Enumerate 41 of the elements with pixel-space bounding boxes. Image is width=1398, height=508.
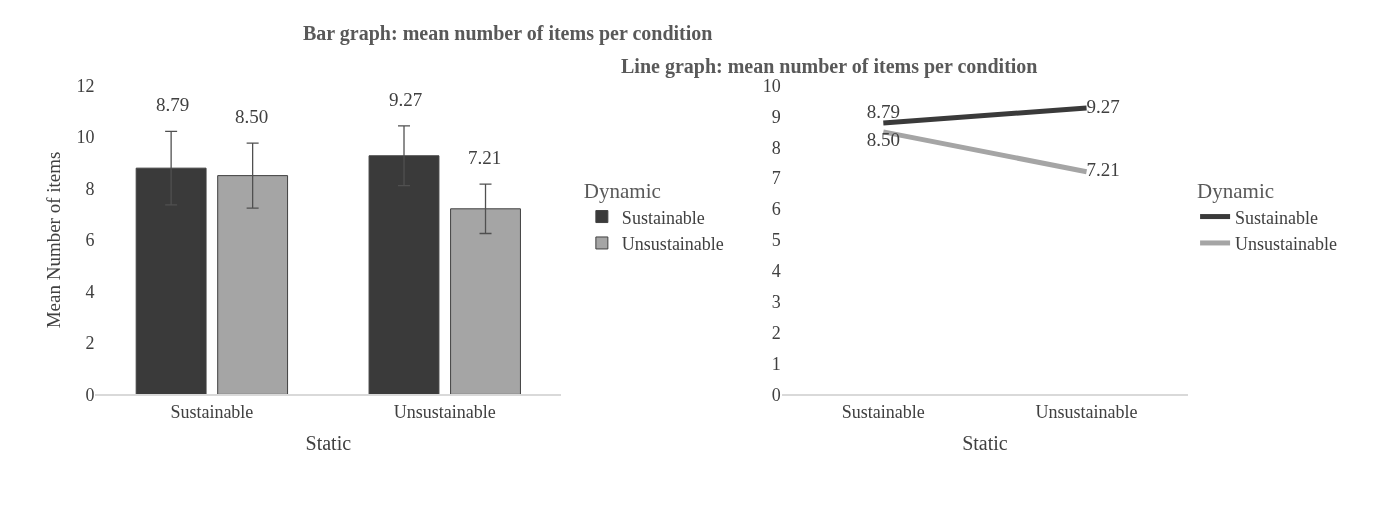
y-tick-label: 4 bbox=[85, 281, 95, 302]
y-tick-label: 0 bbox=[85, 384, 95, 405]
y-tick-label: 7 bbox=[771, 168, 781, 189]
data-label: 9.27 bbox=[389, 89, 423, 110]
data-label: 8.50 bbox=[866, 129, 900, 151]
y-tick-label: 8 bbox=[771, 137, 781, 158]
y-axis-title: Mean Number of items bbox=[43, 151, 65, 329]
data-label: 7.21 bbox=[1086, 159, 1120, 181]
legend-title: Dynamic bbox=[1197, 179, 1275, 204]
y-tick-label: 2 bbox=[771, 322, 781, 343]
y-tick-label: 10 bbox=[76, 127, 95, 148]
y-tick-label: 2 bbox=[85, 333, 95, 354]
data-label: 7.21 bbox=[468, 147, 502, 168]
chart-title: Line graph: mean number of items per condition bbox=[621, 55, 1038, 78]
y-tick-label: 1 bbox=[771, 353, 781, 374]
y-tick-label: 12 bbox=[76, 75, 95, 96]
x-tick-label: Unsustainable bbox=[393, 401, 496, 422]
y-tick-label: 6 bbox=[85, 230, 95, 251]
legend-title: Dynamic bbox=[583, 179, 661, 204]
legend-label: Unsustainable bbox=[1235, 233, 1338, 254]
data-label: 8.50 bbox=[235, 106, 269, 127]
chart-title: Bar graph: mean number of items per condition bbox=[303, 22, 713, 45]
y-tick-label: 6 bbox=[771, 199, 781, 220]
x-tick-label: Sustainable bbox=[170, 401, 254, 422]
data-label: 9.27 bbox=[1086, 95, 1120, 117]
y-tick-label: 8 bbox=[85, 178, 95, 199]
y-tick-label: 4 bbox=[771, 261, 781, 282]
x-tick-label: Sustainable bbox=[841, 401, 925, 422]
y-tick-label: 0 bbox=[771, 384, 781, 405]
legend-label: Unsustainable bbox=[621, 233, 724, 254]
y-tick-label: 3 bbox=[771, 292, 781, 313]
y-tick-label: 5 bbox=[771, 230, 781, 251]
legend-label: Sustainable bbox=[1235, 207, 1319, 228]
data-label: 8.79 bbox=[156, 94, 190, 115]
legend-label: Sustainable bbox=[621, 207, 705, 228]
x-axis-title: Static bbox=[305, 431, 352, 454]
data-label: 8.79 bbox=[866, 101, 900, 123]
y-tick-label: 10 bbox=[762, 75, 781, 96]
x-axis-title: Static bbox=[962, 431, 1008, 454]
x-tick-label: Unsustainable bbox=[1035, 401, 1138, 422]
y-tick-label: 9 bbox=[771, 106, 781, 127]
